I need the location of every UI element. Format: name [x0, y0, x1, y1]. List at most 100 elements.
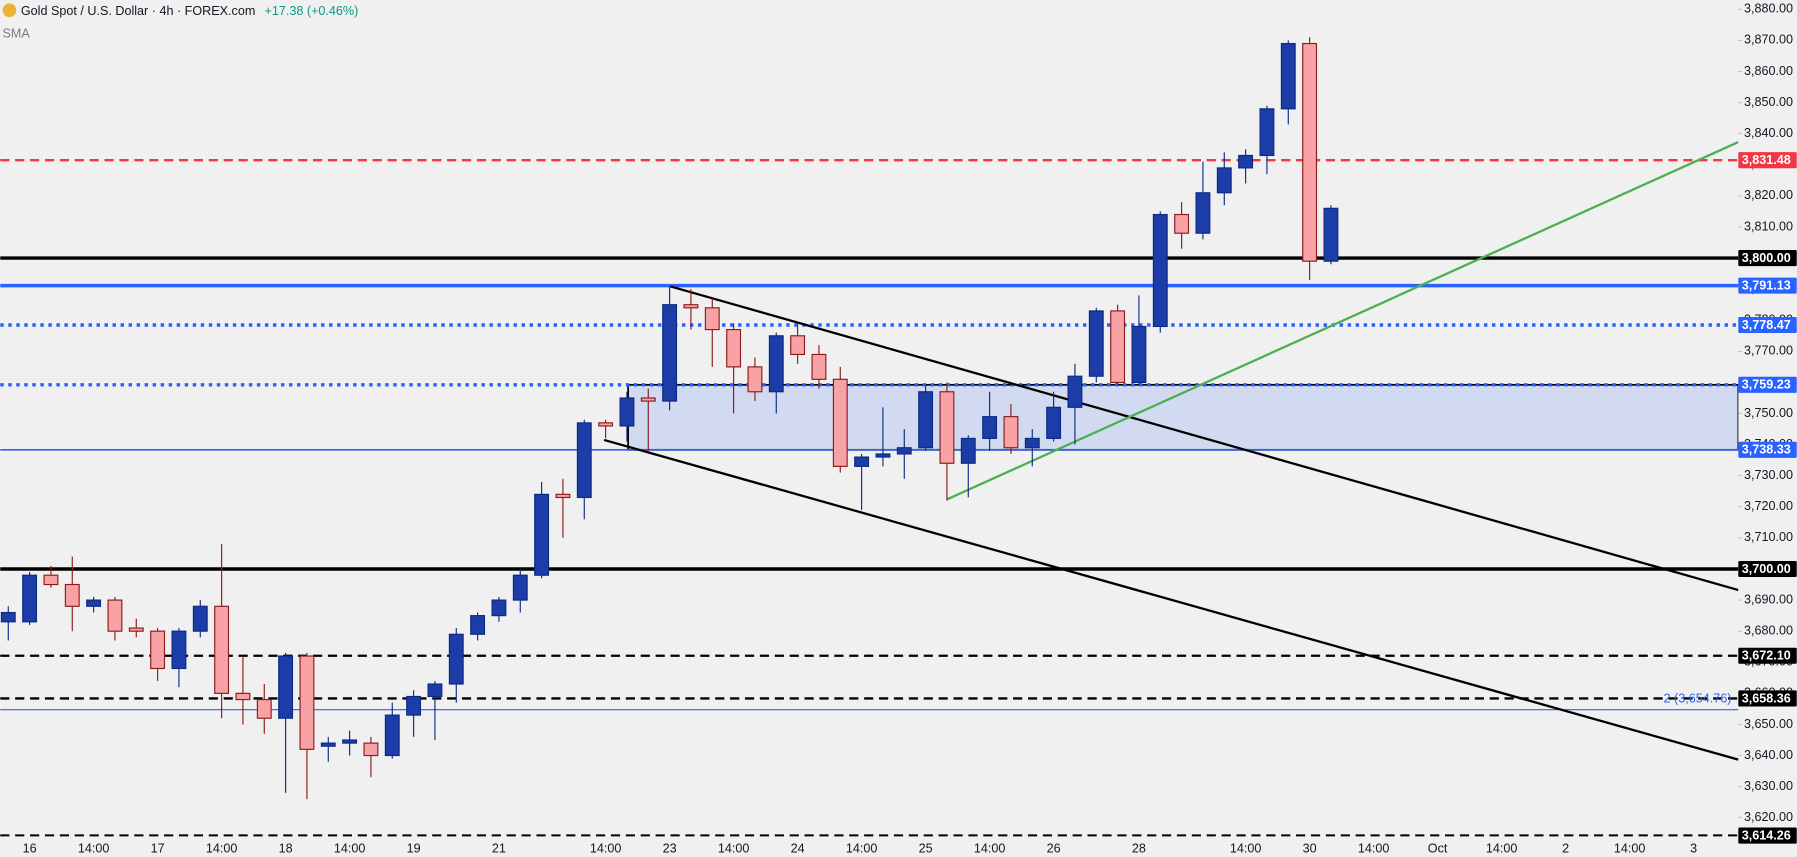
price-badge-label: 3,791.13 [1742, 279, 1791, 293]
x-tick-label: 14:00 [1486, 841, 1518, 855]
candle-body [875, 453, 891, 458]
indicator[interactable]: SMA [3, 27, 31, 41]
symbol-icon [2, 3, 17, 18]
range-zone [627, 383, 1740, 451]
y-tick-label: 3,690.00 [1744, 592, 1793, 606]
candle-body [1195, 192, 1211, 234]
candle-body [512, 574, 528, 601]
x-tick-label: 23 [663, 841, 677, 855]
candle-body [1088, 310, 1104, 377]
chart-title: Gold Spot / U.S. Dollar · 4h · FOREX.com [21, 4, 255, 18]
candle-body [704, 307, 720, 331]
x-tick-label: 14:00 [1358, 841, 1390, 855]
candle-body [406, 695, 422, 716]
x-tick-label: 19 [407, 841, 421, 855]
x-tick-label: 3 [1690, 841, 1697, 855]
candle-body [1003, 416, 1019, 449]
candle-body [384, 714, 400, 757]
price-badge [1738, 152, 1797, 169]
x-tick-label: 17 [151, 841, 165, 855]
candle-body [1024, 437, 1040, 449]
candle-body [1046, 406, 1062, 439]
y-tick-label: 3,720.00 [1744, 499, 1793, 513]
candle-body [0, 611, 16, 623]
candle-body [1238, 154, 1254, 169]
price-badge [1738, 376, 1797, 393]
candle-body [171, 630, 187, 670]
candle-body [960, 437, 976, 464]
candle-body [427, 683, 443, 698]
price-badge-label: 3,778.47 [1742, 318, 1791, 332]
y-tick-label: 3,770.00 [1744, 344, 1793, 358]
y-tick-label: 3,840.00 [1744, 126, 1793, 140]
x-tick-label: 14:00 [846, 841, 878, 855]
candle-body [1323, 207, 1339, 262]
candle-body [22, 574, 38, 623]
y-tick-label: 3,860.00 [1744, 64, 1793, 78]
y-tick-label: 3,750.00 [1744, 406, 1793, 420]
candle-body [128, 627, 144, 632]
y-tick-label: 3,730.00 [1744, 468, 1793, 482]
candle-body [854, 456, 870, 467]
candle-body [747, 366, 763, 393]
candle-layer [0, 37, 1339, 800]
candle-body [150, 630, 166, 670]
level-label: 2 (3,654.76) [1664, 692, 1732, 706]
x-tick-label: 16 [23, 841, 37, 855]
y-tick-label: 3,680.00 [1744, 623, 1793, 637]
candle-body [598, 422, 614, 427]
y-tick-label: 3,880.00 [1744, 2, 1793, 16]
candle-body [86, 599, 102, 607]
x-tick-label: 14:00 [718, 841, 750, 855]
candle-body [1280, 42, 1296, 110]
candle-body [192, 605, 208, 632]
price-badge [1738, 277, 1797, 294]
candle-body [790, 335, 806, 356]
x-tick-label: 14:00 [974, 841, 1006, 855]
candle-body [832, 378, 848, 467]
price-badge-label: 3,614.26 [1742, 828, 1791, 842]
y-tick-label: 3,850.00 [1744, 95, 1793, 109]
level-layer: 2 (3,654.76) [0, 159, 1739, 837]
x-tick-label: 14:00 [590, 841, 622, 855]
candle-body [1067, 375, 1083, 408]
zone-layer [627, 383, 1740, 451]
x-tick-label: 26 [1047, 841, 1061, 855]
candle-body [214, 605, 230, 694]
price-badge-label: 3,800.00 [1742, 251, 1791, 265]
candle-body [470, 615, 486, 635]
price-badge [1738, 827, 1797, 844]
x-tick-label: 24 [791, 841, 805, 855]
price-badge-label: 3,658.36 [1742, 691, 1791, 705]
trendline [670, 285, 1739, 592]
candle-body [982, 416, 998, 439]
candle-body [256, 698, 272, 719]
candle-body [683, 304, 699, 309]
price-badge-label: 3,759.23 [1742, 378, 1791, 392]
candle-body [64, 583, 80, 607]
y-tick-label: 3,810.00 [1744, 219, 1793, 233]
x-tick-label: Oct [1428, 841, 1448, 855]
candle-body [619, 397, 635, 427]
candle-body [491, 599, 507, 617]
candle-body [43, 574, 59, 586]
candle-body [640, 397, 656, 402]
x-tick-label: 28 [1132, 841, 1146, 855]
candle-body [320, 742, 336, 747]
price-badge-label: 3,700.00 [1742, 562, 1791, 576]
candle-body [811, 353, 827, 380]
x-tick-label: 14:00 [1230, 841, 1262, 855]
candle-body [726, 329, 742, 368]
x-tick-label: 25 [919, 841, 933, 855]
time-axis [0, 836, 1797, 857]
price-badge-label: 3,831.48 [1742, 153, 1791, 167]
y-tick-label: 3,650.00 [1744, 717, 1793, 731]
price-badge [1738, 647, 1797, 664]
x-tick-label: 14:00 [1614, 841, 1646, 855]
candle-body [448, 633, 464, 685]
candle-body [939, 391, 955, 464]
y-tick-label: 3,870.00 [1744, 33, 1793, 47]
candle-body [1110, 310, 1126, 384]
candle-body [107, 599, 123, 632]
